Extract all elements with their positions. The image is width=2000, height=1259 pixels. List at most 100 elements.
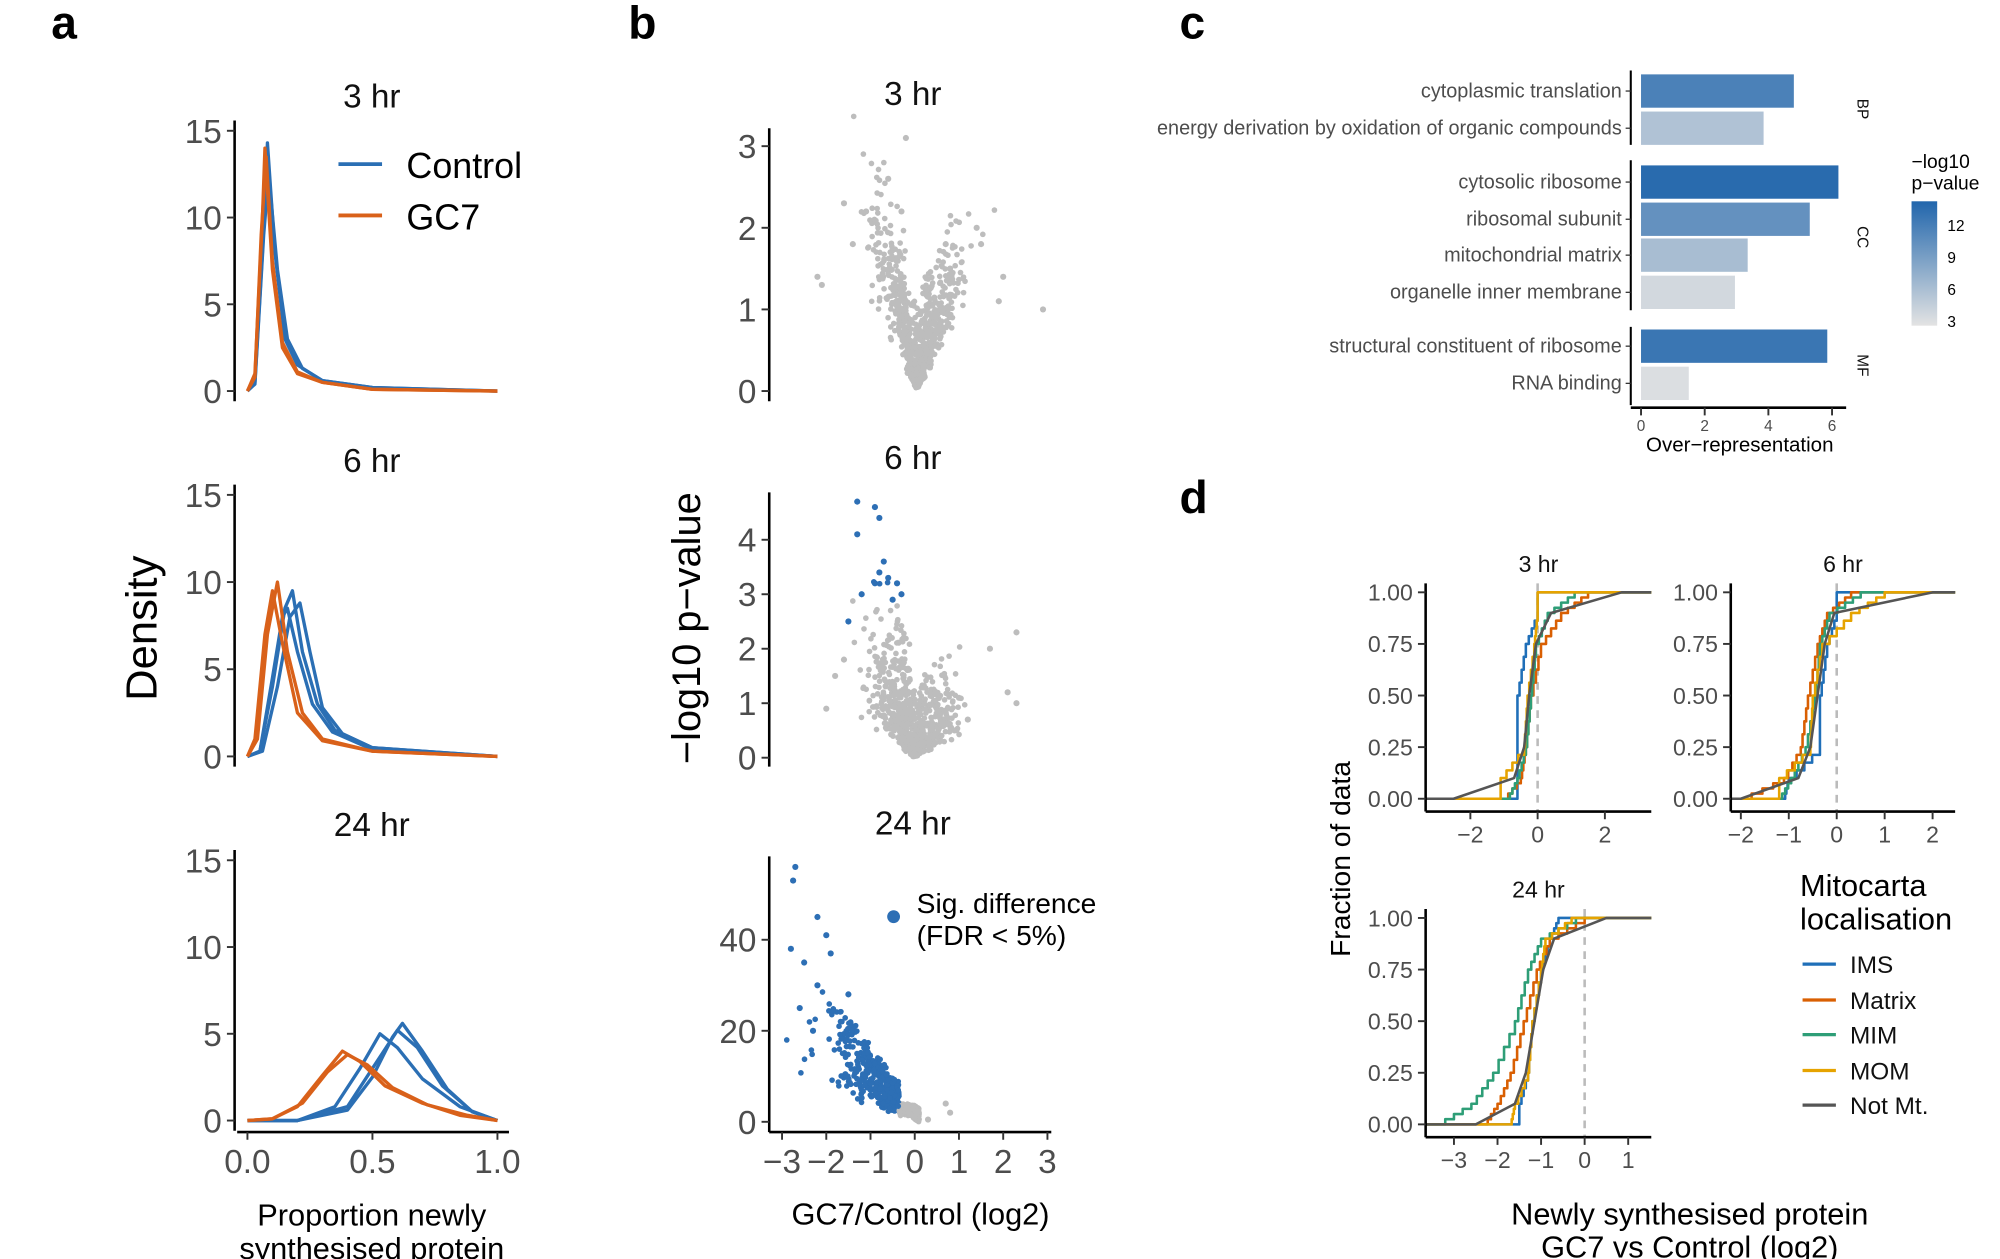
point <box>885 707 892 714</box>
point <box>832 672 839 680</box>
point <box>933 731 939 737</box>
point <box>913 753 920 759</box>
ecdf-line-notmt <box>1425 916 1652 1126</box>
point <box>866 648 873 655</box>
point-significant <box>881 1061 888 1068</box>
point <box>866 708 873 715</box>
point-significant <box>888 1089 895 1096</box>
colorbar-tick: 12 <box>1947 218 1964 235</box>
point <box>873 726 880 733</box>
point <box>881 286 887 292</box>
point <box>928 690 934 697</box>
point <box>924 1116 932 1123</box>
point <box>914 305 920 312</box>
point <box>900 335 907 342</box>
y-tick-label: 0 <box>738 374 757 411</box>
point <box>922 325 929 331</box>
point <box>894 618 901 625</box>
point <box>916 702 922 708</box>
point-significant <box>842 1015 848 1021</box>
point <box>941 292 948 299</box>
bar <box>1641 111 1764 145</box>
point <box>894 712 901 718</box>
point <box>840 200 848 207</box>
point <box>872 653 878 660</box>
point <box>871 645 878 651</box>
x-tick-label: 0 <box>1578 1147 1591 1173</box>
panel-letter-a: a <box>51 0 77 48</box>
point <box>948 325 955 331</box>
point <box>947 275 954 282</box>
point <box>905 665 911 672</box>
point <box>887 324 894 330</box>
point <box>926 351 933 358</box>
point <box>978 241 985 248</box>
point <box>911 360 918 367</box>
panel-c-x-axis: 0 2 4 6 <box>1630 406 1847 435</box>
point <box>896 316 902 323</box>
point-significant <box>854 1058 860 1064</box>
point <box>891 291 897 298</box>
y-tick-label: 0.50 <box>1368 683 1413 709</box>
x-tick-label: 0 <box>1637 418 1646 435</box>
x-tick-label: 0 <box>1531 821 1544 847</box>
point-significant <box>847 1061 854 1068</box>
point-significant <box>853 1081 859 1088</box>
bar-label: cytoplasmic translation <box>1421 80 1622 102</box>
point <box>905 697 911 704</box>
point <box>886 680 893 687</box>
point <box>946 653 952 659</box>
point <box>886 264 893 270</box>
point <box>894 203 900 210</box>
point <box>932 307 939 313</box>
point <box>878 191 884 198</box>
point-significant <box>808 1047 815 1053</box>
density-line-control <box>246 606 498 759</box>
ecdf-line-mom <box>1730 591 1956 801</box>
point <box>888 645 894 651</box>
point <box>935 257 942 264</box>
point-significant <box>836 1023 842 1030</box>
facet-title: 6 hr <box>884 440 941 477</box>
point-significant <box>863 1067 870 1074</box>
point <box>882 242 889 249</box>
y-tick-label: 0.75 <box>1673 631 1718 657</box>
point <box>925 276 932 282</box>
point <box>959 259 965 265</box>
point <box>898 627 904 634</box>
point <box>896 700 902 707</box>
x-tick-label: 2 <box>1926 821 1939 847</box>
point <box>1039 306 1047 313</box>
legend-label: IMS <box>1850 952 1893 979</box>
facet-title: 24 hr <box>1512 876 1565 902</box>
x-tick-label: 2 <box>994 1144 1013 1181</box>
point <box>1000 273 1007 280</box>
x-tick-label: −1 <box>852 1144 890 1181</box>
point <box>860 151 867 157</box>
point <box>887 725 893 732</box>
point-significant <box>876 580 883 587</box>
point-significant <box>792 863 799 871</box>
point <box>885 314 891 321</box>
point <box>874 691 881 697</box>
point <box>916 707 922 713</box>
point <box>881 676 888 682</box>
point <box>909 707 916 713</box>
bar-label: ribosomal subunit <box>1466 209 1622 231</box>
bar <box>1641 275 1735 309</box>
facet-title: 6 hr <box>1823 551 1863 577</box>
point <box>917 311 924 318</box>
point-significant <box>864 1045 871 1051</box>
point <box>932 691 939 698</box>
panel-a-ylabel: Density <box>118 555 166 701</box>
y-tick-label: 1 <box>738 292 757 329</box>
point <box>902 318 908 325</box>
x-tick-label: 6 <box>1828 418 1837 435</box>
point <box>885 271 891 277</box>
point <box>868 635 874 642</box>
point <box>905 335 911 341</box>
point-significant <box>866 1053 873 1060</box>
point-significant <box>859 1095 865 1101</box>
point <box>875 263 881 269</box>
point <box>931 294 938 301</box>
